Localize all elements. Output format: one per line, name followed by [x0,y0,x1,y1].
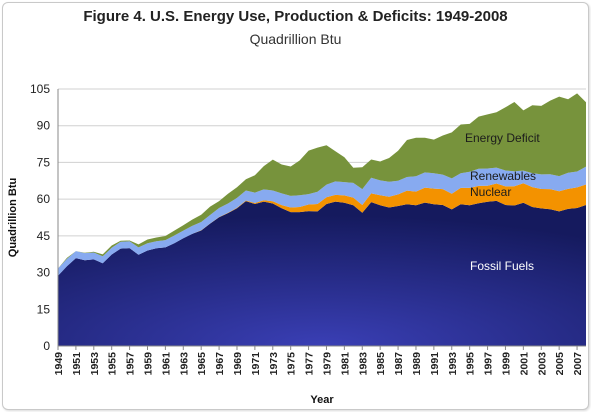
y-axis-ticks: 0 15 30 45 60 75 90 105 [30,82,50,353]
x-tick-label: 1987 [393,352,405,376]
x-axis-label: Year [310,394,334,406]
y-tick-label: 60 [37,192,51,206]
x-tick-label: 1981 [339,352,351,376]
y-tick-label: 30 [37,266,51,280]
x-tick-label: 1955 [107,352,119,376]
chart-subtitle: Quadrillion Btu [249,31,342,47]
x-tick-label: 1993 [447,352,459,376]
x-tick-label: 1975 [286,352,298,376]
x-tick-label: 1985 [375,352,387,376]
x-tick-label: 1971 [250,352,262,376]
y-tick-label: 105 [30,82,50,96]
x-tick-label: 1965 [196,352,208,376]
x-tick-label: 1951 [71,352,83,376]
x-tick-label: 2007 [572,352,584,376]
x-axis-ticks: 1949 1951 1953 1955 1957 1959 1961 1963 1965 1967… [53,346,584,375]
area-fossil-fuels [58,200,586,346]
series-label-nuclear: Nuclear [470,185,511,199]
y-axis-label: Quadrillion Btu [7,178,19,257]
x-tick-label: 1999 [500,352,512,376]
y-tick-label: 0 [43,339,50,353]
x-tick-label: 1957 [125,352,137,376]
series-labels: Energy Deficit Renewables Nuclear Fossil… [465,131,540,273]
area-nuclear [58,183,586,276]
y-tick-label: 75 [37,155,51,169]
x-tick-label: 1997 [483,352,495,376]
x-tick-label: 1961 [160,352,172,376]
x-tick-label: 1959 [142,352,154,376]
x-tick-label: 1977 [304,352,316,376]
x-tick-label: 1967 [214,352,226,376]
x-tick-label: 1989 [411,352,423,376]
series-label-fossil-fuels: Fossil Fuels [470,259,534,273]
y-tick-label: 90 [37,119,51,133]
x-tick-label: 1953 [89,352,101,376]
chart-title: Figure 4. U.S. Energy Use, Production & … [83,8,508,25]
x-tick-label: 1969 [232,352,244,376]
series-label-energy-deficit: Energy Deficit [465,131,540,145]
x-tick-label: 1963 [178,352,190,376]
x-tick-label: 1973 [268,352,280,376]
area-series [58,93,586,346]
x-tick-label: 1979 [321,352,333,376]
y-tick-label: 45 [37,229,51,243]
area-energy-deficit [58,93,586,269]
series-label-renewables: Renewables [470,169,536,183]
x-tick-label: 1949 [53,352,65,376]
x-tick-label: 2005 [554,352,566,376]
x-tick-label: 1983 [357,352,369,376]
x-tick-label: 1995 [465,352,477,376]
x-tick-label: 2001 [518,352,530,376]
area-renewables [58,166,586,276]
x-tick-label: 2003 [536,352,548,376]
y-tick-label: 15 [37,302,51,316]
x-tick-label: 1991 [429,352,441,376]
